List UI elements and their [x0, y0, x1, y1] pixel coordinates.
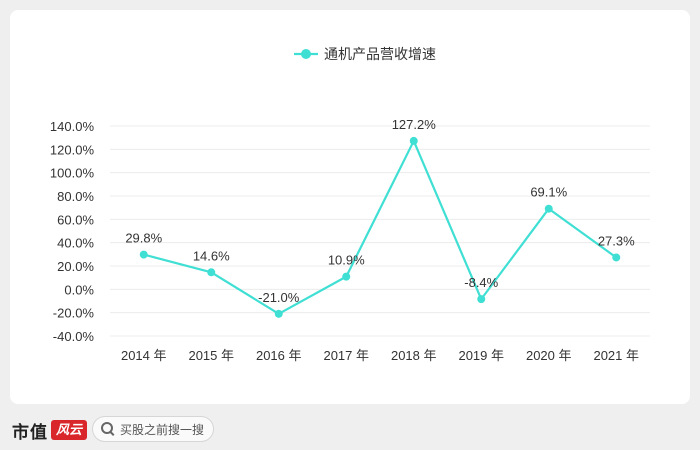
y-tick-label: 140.0% — [50, 119, 95, 134]
series-line — [143, 139, 617, 315]
data-point[interactable] — [544, 204, 553, 213]
data-labels: 29.8% 14.6% -21.0% 10.9% 127.2% -8.4% 69.1% 27.… — [125, 117, 635, 305]
y-tick-label: 120.0% — [50, 142, 95, 157]
y-tick-label: -40.0% — [53, 329, 95, 344]
data-point[interactable] — [139, 250, 148, 259]
y-tick-label: 0.0% — [64, 282, 94, 297]
data-label: 127.2% — [392, 117, 437, 132]
search-input[interactable]: 买股之前搜一搜 — [92, 416, 214, 442]
line-chart: -40.0% -20.0% 0.0% 20.0% 40.0% 60.0% 80.0% 100.… — [50, 46, 650, 363]
data-label: 29.8% — [125, 231, 162, 246]
y-tick-label: 60.0% — [57, 212, 94, 227]
x-tick-label: 2017 年 — [323, 348, 369, 363]
x-tick-label: 2016 年 — [256, 348, 302, 363]
footer-bar: 市值 风云 买股之前搜一搜 — [0, 408, 700, 450]
chart-card: -40.0% -20.0% 0.0% 20.0% 40.0% 60.0% 80.0% 100.… — [10, 10, 690, 404]
x-tick-label: 2020 年 — [526, 348, 572, 363]
data-point[interactable] — [342, 272, 351, 281]
x-tick-label: 2015 年 — [188, 348, 234, 363]
x-tick-label: 2018 年 — [391, 348, 437, 363]
data-label: -21.0% — [258, 290, 300, 305]
data-label: -8.4% — [464, 275, 498, 290]
y-axis: -40.0% -20.0% 0.0% 20.0% 40.0% 60.0% 80.0% 100.… — [50, 119, 95, 344]
y-tick-label: -20.0% — [53, 306, 95, 321]
brand-seal: 风云 — [51, 420, 88, 440]
y-tick-label: 20.0% — [57, 259, 94, 274]
x-tick-label: 2014 年 — [121, 348, 167, 363]
data-label: 10.9% — [328, 253, 365, 268]
brand-name: 市值 — [12, 422, 48, 443]
x-axis: 2014 年 2015 年 2016 年 2017 年 2018 年 2019 年 2020… — [121, 348, 639, 363]
search-placeholder: 买股之前搜一搜 — [120, 422, 205, 437]
series-layer — [139, 136, 621, 318]
y-tick-label: 40.0% — [57, 236, 94, 251]
legend[interactable]: 通机产品营收增速 — [294, 46, 436, 62]
brand-logo: 市值 风云 — [12, 418, 88, 443]
data-point[interactable] — [477, 295, 486, 304]
grid-layer — [110, 125, 650, 337]
search-icon — [101, 422, 115, 436]
legend-marker — [301, 49, 311, 59]
y-tick-label: 100.0% — [50, 166, 95, 181]
data-point[interactable] — [612, 253, 621, 262]
legend-label: 通机产品营收增速 — [324, 46, 436, 62]
x-tick-label: 2021 年 — [593, 348, 639, 363]
data-point[interactable] — [207, 268, 216, 277]
y-tick-label: 80.0% — [57, 189, 94, 204]
data-point[interactable] — [274, 309, 283, 318]
data-label: 69.1% — [530, 185, 567, 200]
x-tick-label: 2019 年 — [458, 348, 504, 363]
data-point[interactable] — [409, 136, 418, 145]
data-label: 14.6% — [193, 248, 230, 263]
data-label: 27.3% — [598, 233, 635, 248]
